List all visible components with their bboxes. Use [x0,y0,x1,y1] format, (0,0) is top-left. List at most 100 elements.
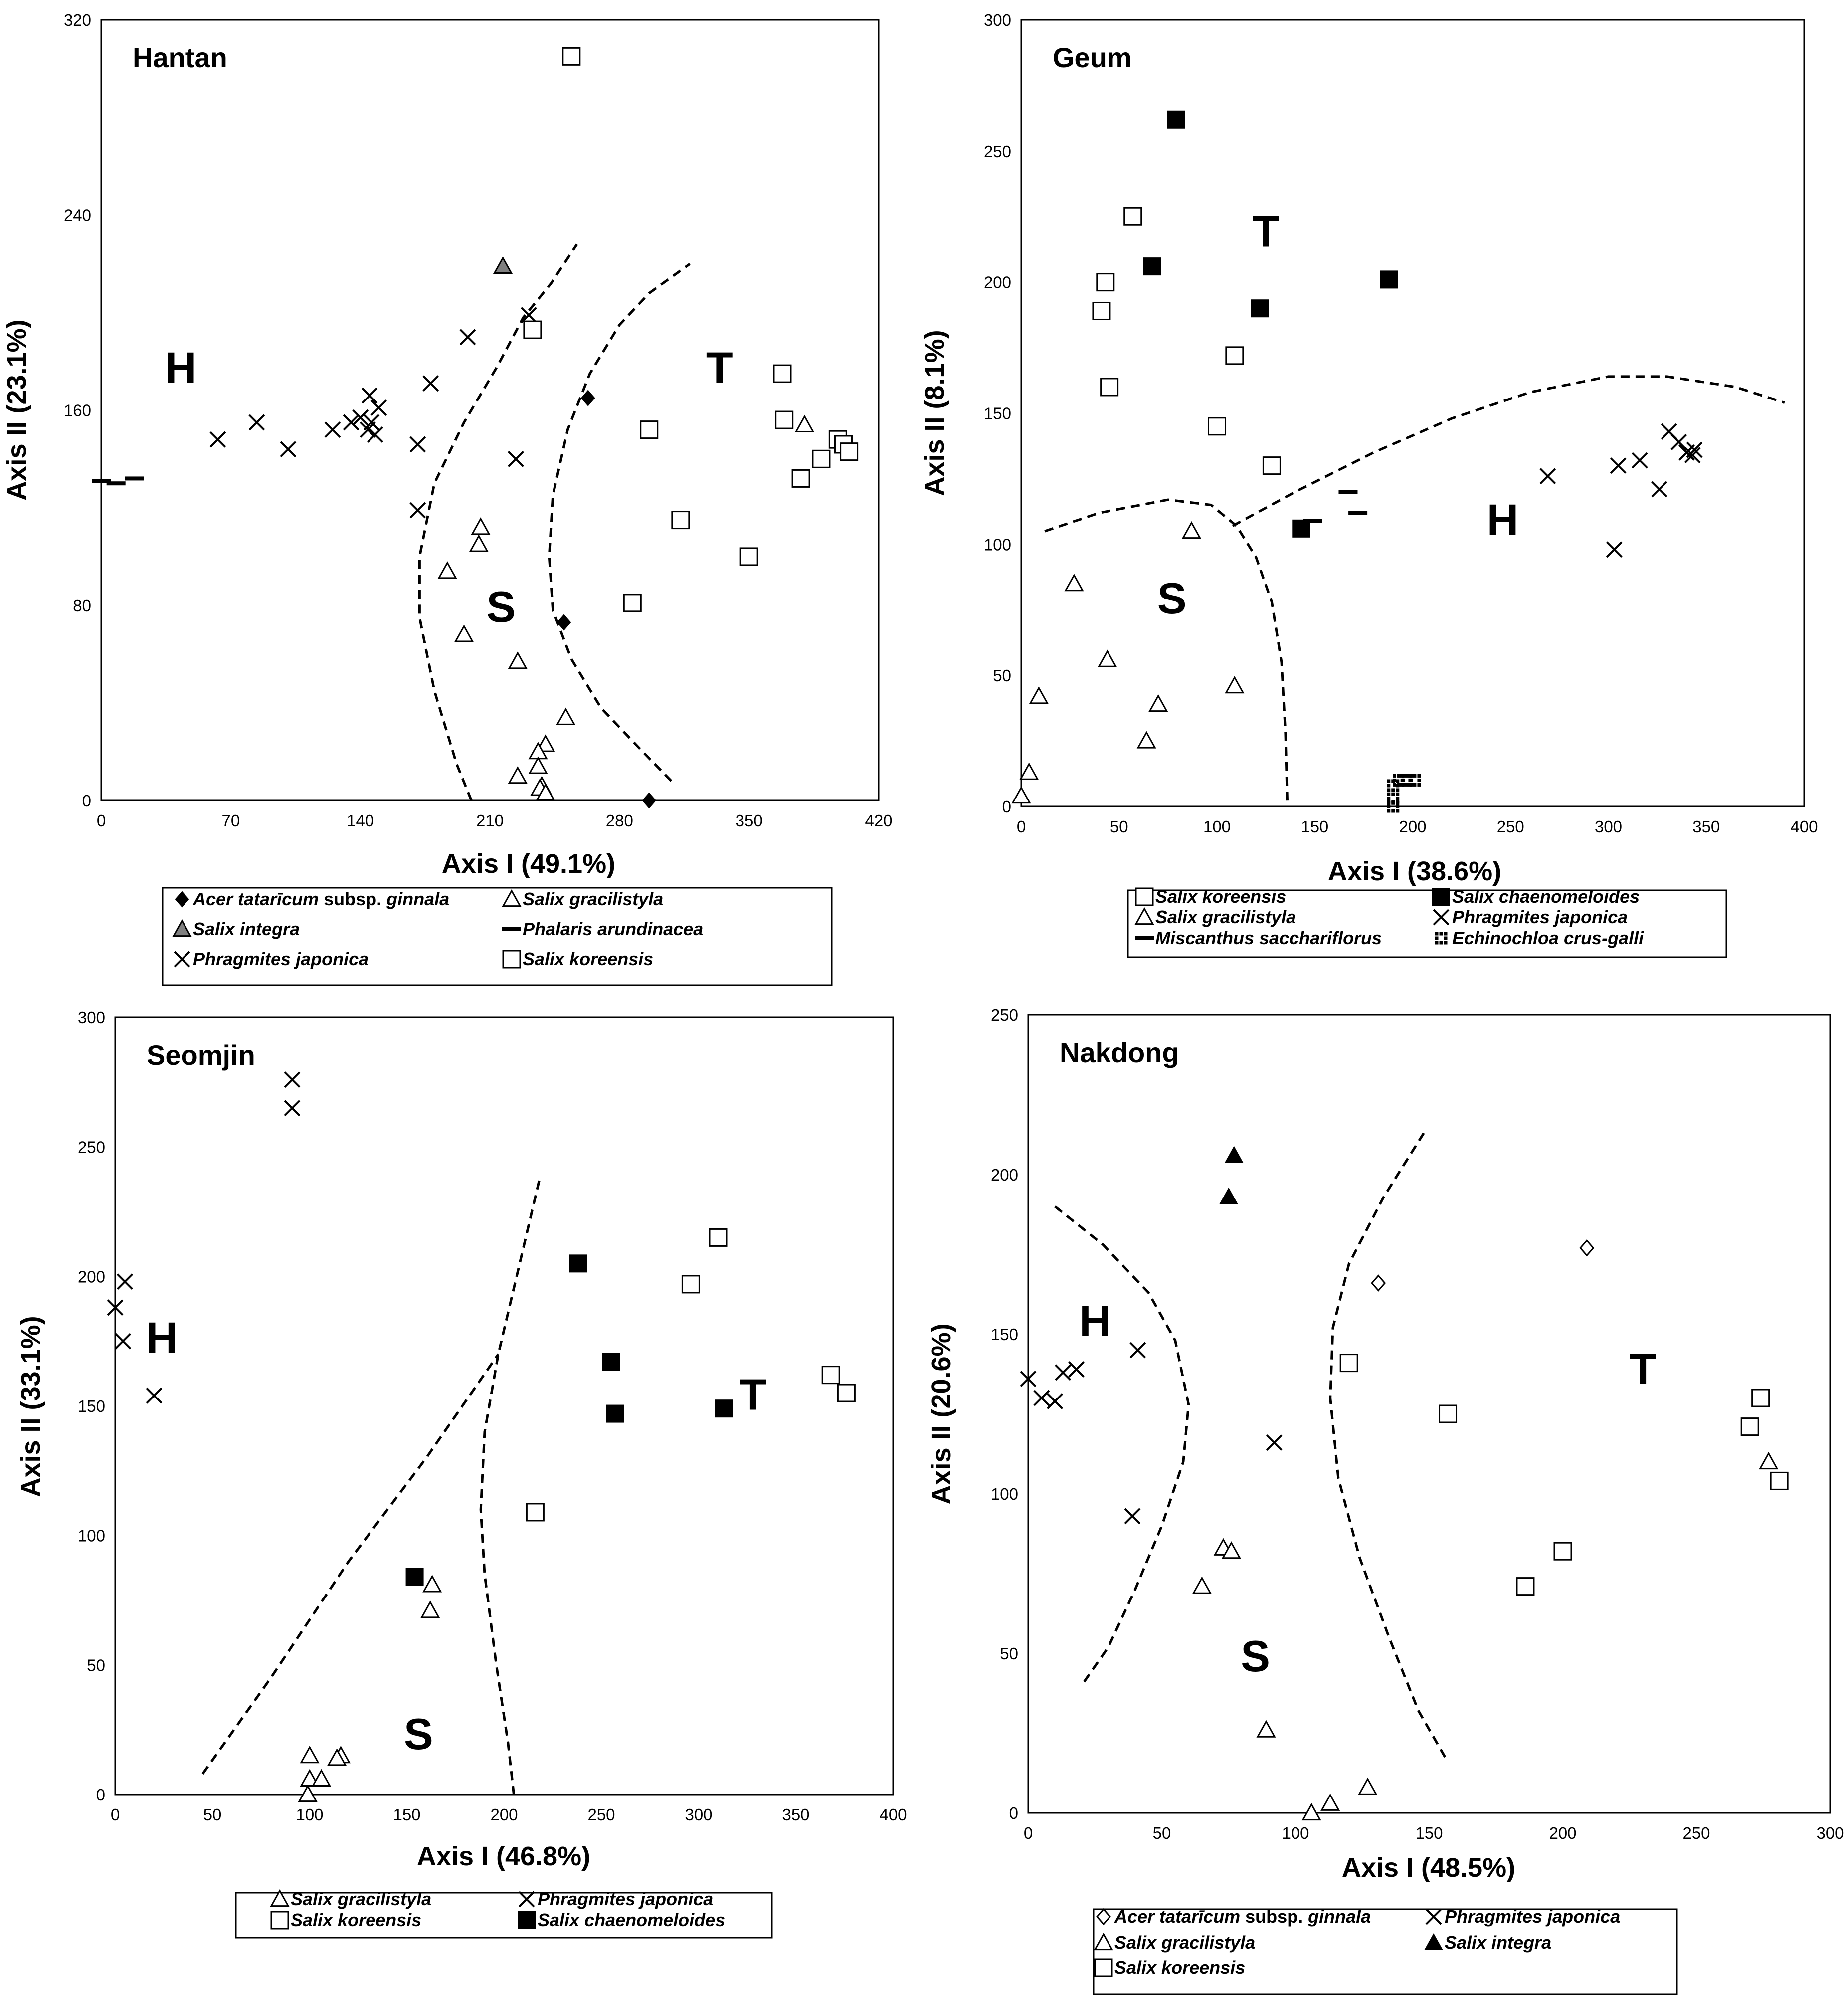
data-point [1770,1471,1789,1490]
data-point [405,1568,424,1586]
legend-marker-square-filled [518,1911,536,1929]
x-axis-label: Axis I (38.6%) [1328,856,1501,886]
data-point [1610,457,1627,474]
data-point [508,651,528,669]
data-point [280,441,297,458]
legend-marker-triangle-open [1134,907,1154,925]
zone-label-t: T [1253,206,1280,256]
y-axis-label: Axis II (20.6%) [926,1323,956,1504]
x-tick-label: 50 [1110,817,1128,836]
data-point [1096,273,1115,292]
y-tick-label: 240 [64,206,91,224]
data-point [791,469,810,488]
x-tick-label: 50 [203,1805,222,1824]
series-salix-koreensis [526,1228,856,1522]
series-echinochloa-crus-galli [1387,774,1421,813]
data-point [739,547,758,566]
data-point [454,624,474,642]
legend-item: Echinochloa crus-galli [1435,928,1644,948]
y-tick-label: 300 [78,1008,105,1027]
data-point [508,450,524,467]
legend-item: Acer tatarīcum subsp. ginnala [175,889,449,909]
data-point [409,502,426,519]
data-point [1579,1239,1595,1257]
data-point [775,410,794,429]
x-tick-label: 0 [111,1805,120,1824]
plot-frame [114,1016,894,1796]
x-tick-label: 0 [1024,1824,1033,1842]
x-tick-label: 100 [1203,817,1231,836]
data-point [284,1071,301,1088]
y-tick-label: 100 [984,535,1011,554]
y-axis-label: Axis II (8.1%) [920,330,950,496]
y-tick-label: 0 [82,792,91,810]
legend-label: Acer tatarīcum subsp. ginnala [192,889,449,909]
data-point [1192,1576,1212,1594]
data-point [812,449,831,468]
data-point [1100,378,1119,397]
y-tick-label: 50 [993,666,1011,685]
y-tick-label: 100 [991,1485,1018,1503]
legend-label: Phragmites japonica [1452,907,1628,927]
series-salix-gracilistyla [298,1575,442,1802]
zone-label-s: S [1241,1631,1270,1681]
legend-item: Phalaris arundinacea [502,919,703,939]
plot-frame [1027,1014,1831,1814]
series-phragmites-japonica [1539,423,1703,558]
data-point [1033,1390,1050,1406]
zone-boundary-line [1232,375,1785,527]
legend-marker-triangle-open [502,889,522,907]
zone-boundary-line [418,243,578,801]
y-tick-label: 150 [991,1325,1018,1344]
data-point [1262,456,1281,475]
zone-boundary-line [1329,1132,1449,1763]
legend: Acer tatarīcum subsp. ginnala Salix graci… [162,887,833,986]
x-tick-label: 400 [879,1805,907,1824]
y-tick-label: 320 [64,11,91,29]
data-point [642,792,657,809]
x-tick-label: 400 [1790,817,1818,836]
zone-boundary-line [1044,498,1289,807]
data-point [1136,731,1156,749]
data-point [1439,1404,1458,1423]
y-tick-label: 80 [73,597,91,615]
data-point [1225,676,1245,694]
legend: Salix gracilistyla Phragmites japonicaSal… [235,1889,773,1939]
data-point [606,1404,624,1423]
zone-label-h: H [146,1313,178,1362]
series-salix-chaenomeloides [405,1254,733,1586]
x-tick-label: 250 [1682,1824,1710,1842]
data-point [1219,1187,1238,1204]
data-point [107,1299,124,1316]
x-tick-label: 350 [1692,817,1720,836]
data-point [1301,1802,1321,1821]
panel-geum: 0 50 100 150 200 250 300 350 400 0 50 100 150 200 250 3… [920,11,1818,958]
legend-label: Salix koreensis [523,949,653,969]
legend-label: Salix gracilistyla [1155,907,1296,927]
series-salix-integra [1219,1146,1244,1204]
y-tick-label: 0 [1002,798,1011,816]
y-tick-label: 200 [984,273,1011,292]
zone-boundary-line [1054,1205,1190,1686]
data-point [1266,1434,1283,1451]
data-point [363,414,380,431]
data-point [640,420,659,439]
data-point [343,414,360,431]
legend-marker-triangle-open [1094,1932,1113,1951]
zone-label-s: S [404,1709,433,1759]
y-tick-label: 250 [984,142,1011,161]
data-point [422,375,439,392]
data-point [1092,301,1111,320]
data-point [1256,1720,1276,1738]
y-axis-label: Axis II (23.1%) [2,319,32,500]
panel-title: Nakdong [1060,1037,1179,1068]
legend-item: Acer tatarīcum subsp. ginnala [1096,1906,1371,1927]
data-point [327,1748,347,1766]
x-tick-label: 300 [1595,817,1622,836]
x-tick-label: 200 [490,1805,518,1824]
series-miscanthus-sacchariflorus [1303,490,1368,523]
data-point [106,481,126,486]
data-point [115,1333,132,1350]
data-point [248,414,265,431]
y-tick-label: 300 [984,11,1011,29]
